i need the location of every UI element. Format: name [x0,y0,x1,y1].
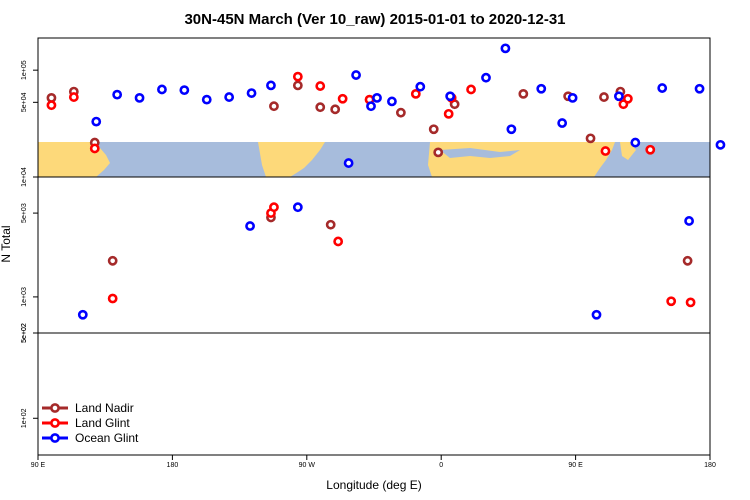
data-point-ocean-glint [715,139,726,150]
legend: Land Nadir Land Glint Ocean Glint [42,401,139,445]
y-tick-label: 1e+04 [21,167,28,187]
data-point-ocean-glint [506,124,517,135]
data-point-land-glint [600,146,611,156]
y-tick-label: 5e+04 [21,92,28,112]
data-point-land-nadir [269,101,279,112]
data-point-ocean-glint [591,309,602,320]
data-point-ocean-glint [179,85,190,96]
data-point-land-nadir [395,107,406,118]
legend-label-land-glint: Land Glint [75,416,130,430]
y-axis-label: N Total [0,225,13,262]
data-point-land-nadir [599,92,609,102]
data-point-land-glint [107,293,118,304]
data-point-ocean-glint [415,81,426,92]
x-tick-label: 180 [704,462,716,469]
data-point-ocean-glint [557,118,568,128]
data-point-land-nadir [433,147,444,158]
legend-marker-land-glint [50,418,60,428]
data-point-ocean-glint [694,83,705,94]
data-point-land-nadir [107,255,118,266]
data-point-land-glint [315,81,326,91]
data-point-ocean-glint [266,80,276,91]
data-point-ocean-glint [387,96,397,107]
data-point-land-glint [443,108,454,119]
data-point-land-nadir [682,255,693,266]
data-point-land-nadir [325,219,336,230]
data-point-ocean-glint [351,70,361,80]
y-tick-label: 1e+02 [21,408,28,428]
data-point-ocean-glint [91,116,102,127]
data-point-ocean-glint [77,309,88,320]
data-point-ocean-glint [536,83,547,94]
chart-title: 30N-45N March (Ver 10_raw) 2015-01-01 to… [184,11,565,28]
data-point-land-glint [666,296,677,307]
data-point-land-glint [68,92,79,102]
data-point-land-glint [622,93,633,104]
data-point-ocean-glint [657,83,668,93]
data-point-land-nadir [428,124,439,135]
data-point-ocean-glint [157,84,167,95]
data-point-land-glint [292,71,303,82]
legend-label-ocean-glint: Ocean Glint [75,431,139,445]
data-point-ocean-glint [684,216,694,226]
data-point-land-nadir [315,102,326,113]
data-point-ocean-glint [500,43,511,54]
data-point-ocean-glint [246,88,257,98]
plot-frame [37,37,711,456]
data-point-land-glint [89,143,100,154]
data-points [46,43,726,320]
data-point-land-glint [466,84,476,95]
legend-marker-ocean-glint [50,433,60,443]
data-point-ocean-glint [614,91,624,102]
data-point-land-nadir [330,104,341,115]
data-point-land-glint [685,297,696,308]
y-tick-label: 1e+03 [21,287,28,307]
data-point-ocean-glint [224,92,235,102]
data-point-land-glint [333,236,344,247]
data-point-ocean-glint [567,93,578,103]
data-point-ocean-glint [201,94,212,105]
data-point-ocean-glint [134,93,145,103]
data-point-land-glint [410,88,421,99]
x-tick-label: 90 W [299,462,316,469]
data-point-land-nadir [518,88,529,99]
data-point-ocean-glint [112,89,123,100]
y-tick-label: 5e+02 [21,323,28,343]
axes: 90 E 180 90 W 0 90 E 180 1e+05 5e+04 1e+04 5e+03 1… [21,60,716,469]
legend-marker-land-nadir [50,403,60,413]
x-tick-label: 90 E [31,462,46,469]
data-point-ocean-glint [245,221,255,231]
data-point-ocean-glint [630,137,641,148]
y-tick-label: 1e+05 [21,60,28,80]
y-tick-label: 5e+03 [21,203,28,223]
data-point-land-glint [46,100,57,111]
legend-label-land-nadir: Land Nadir [75,401,134,415]
world-map-strip [38,142,710,177]
data-point-ocean-glint [366,101,376,112]
data-point-ocean-glint [481,72,491,83]
data-point-land-nadir [292,80,303,91]
data-point-ocean-glint [343,158,354,168]
x-axis-label: Longitude (deg E) [326,478,421,492]
data-point-land-nadir [585,133,596,144]
data-point-ocean-glint [445,91,456,102]
y-tick-label: 5e+02 [21,323,28,343]
data-point-land-glint [337,93,348,104]
data-point-land-glint [269,202,279,213]
x-tick-label: 180 [167,462,179,469]
data-point-ocean-glint [292,202,303,213]
x-tick-label: 90 E [568,462,583,469]
x-tick-label: 0 [439,462,443,469]
data-point-land-glint [645,144,656,155]
data-point-ocean-glint [372,93,382,103]
